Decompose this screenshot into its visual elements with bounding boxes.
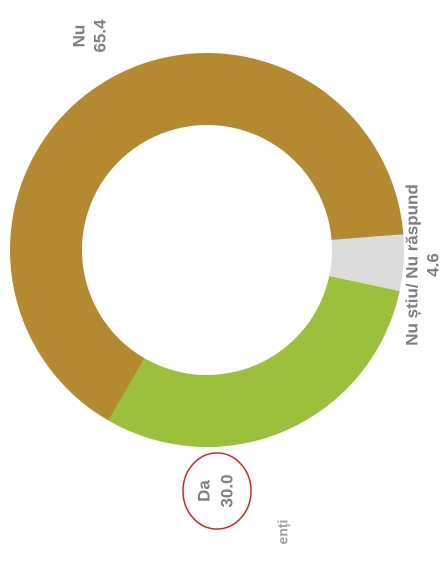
- footer-fragment: enți: [275, 520, 291, 545]
- slice-value: 30.0: [217, 474, 236, 507]
- slice-label: Nu știu/ Nu răspund: [402, 184, 421, 346]
- slices: [10, 52, 404, 447]
- highlight-circle: [182, 452, 252, 530]
- slice-label: Nu: [69, 25, 88, 48]
- donut-slice: [10, 52, 404, 421]
- donut-slice: [108, 275, 400, 447]
- slice-value: 65.4: [90, 19, 109, 53]
- slice-value: 4.6: [423, 253, 442, 277]
- slice-label: Da: [194, 480, 213, 502]
- donut-slice: [329, 234, 404, 291]
